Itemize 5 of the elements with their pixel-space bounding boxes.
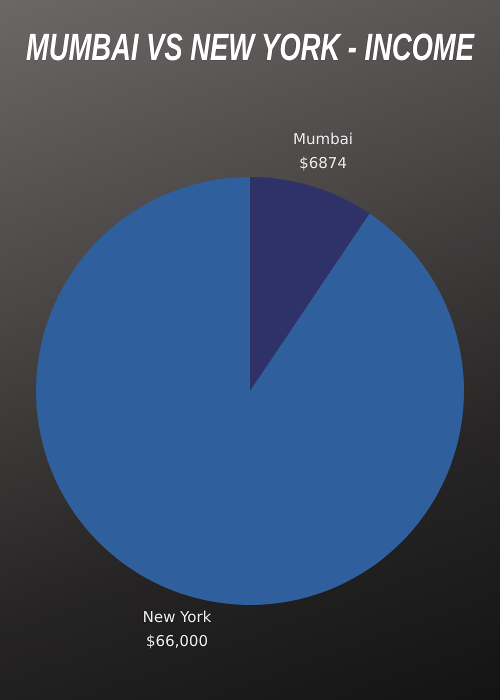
- data-label: $66,000: [146, 632, 208, 650]
- slice-label: Mumbai: [293, 130, 353, 148]
- chart-title: MUMBAI VS NEW YORK - INCOME: [26, 26, 474, 70]
- slice-label: New York: [142, 608, 212, 626]
- data-label: $6874: [299, 154, 347, 172]
